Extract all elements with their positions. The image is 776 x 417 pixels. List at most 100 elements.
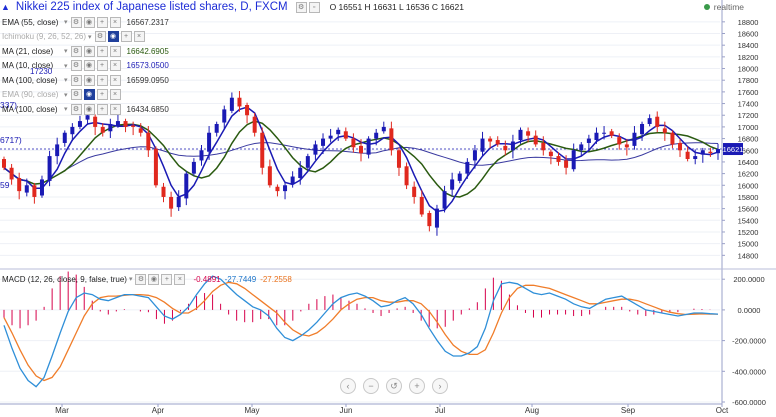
legend-row: EMA (90, close) ▾ ⚙ ◉ + × [0, 89, 123, 101]
settings-icon[interactable]: ⚙ [70, 45, 82, 57]
legend-indicator-name[interactable]: EMA (90, close) [2, 90, 59, 99]
chevron-down-icon[interactable]: ▾ [64, 48, 68, 55]
visibility-icon[interactable]: ◉ [148, 273, 160, 285]
candle-body [526, 131, 531, 136]
add-icon[interactable]: + [96, 89, 108, 100]
add-icon[interactable]: + [96, 16, 108, 28]
add-icon[interactable]: + [161, 273, 173, 285]
add-icon[interactable]: + [96, 45, 108, 57]
scroll-right-button[interactable]: › [432, 378, 448, 394]
visibility-icon[interactable]: ◉ [83, 60, 95, 71]
close-icon[interactable]: × [109, 89, 121, 100]
candle-body [153, 148, 158, 186]
candle-body [24, 185, 29, 193]
candle-body [9, 167, 14, 180]
close-icon[interactable]: × [109, 45, 121, 57]
candle-body [184, 173, 189, 199]
candle-body [138, 128, 143, 133]
price-tick-label: 17800 [738, 76, 759, 85]
settings-icon[interactable]: ⚙ [70, 89, 82, 100]
close-icon[interactable]: × [109, 16, 121, 28]
time-tick-label: Apr [152, 406, 165, 415]
candle-body [602, 132, 607, 134]
chevron-down-icon[interactable]: ▾ [64, 62, 68, 70]
price-tick-label: 18800 [738, 18, 759, 27]
chevron-down-icon[interactable]: ▾ [64, 106, 68, 113]
settings-icon[interactable]: ⚙ [70, 16, 82, 28]
candle-body [245, 105, 250, 116]
legend-indicator-value: 16599.0950 [126, 75, 169, 85]
candle-body [237, 97, 242, 107]
chevron-down-icon[interactable]: ▾ [64, 19, 68, 26]
visibility-icon[interactable]: ◉ [107, 31, 119, 42]
time-tick-label: Mar [55, 406, 69, 415]
zoom-out-button[interactable]: − [363, 378, 379, 394]
candle-body [123, 121, 128, 127]
price-tick-label: 16000 [738, 181, 759, 190]
candle-body [716, 149, 720, 154]
candle-body [305, 156, 310, 168]
settings-icon[interactable]: ⚙ [70, 103, 82, 115]
legend-indicator-name[interactable]: MA (100, close) [2, 75, 58, 85]
save-icon[interactable]: ▫ [308, 1, 320, 13]
price-tick-label: 17600 [738, 88, 759, 97]
chevron-down-icon[interactable]: ▾ [128, 276, 133, 283]
candle-body [693, 156, 698, 160]
close-icon[interactable]: × [109, 60, 121, 71]
candle-body [313, 144, 318, 155]
add-icon[interactable]: + [96, 103, 108, 115]
settings-icon[interactable]: ⚙ [135, 273, 147, 285]
zoom-in-button[interactable]: + [409, 378, 425, 394]
macd-tick-label: 0.0000 [738, 306, 761, 315]
time-tick-label: Oct [716, 406, 729, 415]
close-icon[interactable]: × [109, 103, 121, 115]
legend-indicator-name[interactable]: MA (10, close) [2, 61, 54, 70]
chart-navigation: ‹ − ↺ + › [340, 378, 455, 396]
price-tick-label: 18400 [738, 41, 759, 50]
add-icon[interactable]: + [120, 31, 132, 42]
price-tick-label: 15000 [738, 240, 759, 249]
legend-indicator-name[interactable]: MA (100, close) [2, 104, 58, 114]
visibility-icon[interactable]: ◉ [83, 103, 95, 115]
overlay-label: 17230 [30, 67, 53, 76]
visibility-icon[interactable]: ◉ [83, 74, 95, 86]
candle-body [685, 151, 690, 160]
chevron-down-icon[interactable]: ▾ [64, 77, 68, 84]
add-icon[interactable]: + [96, 74, 108, 86]
settings-icon[interactable]: ⚙ [94, 31, 106, 42]
candle-body [548, 151, 553, 157]
legend-indicator-value: 16434.6850 [126, 104, 169, 114]
visibility-icon[interactable]: ◉ [83, 45, 95, 57]
add-icon[interactable]: + [96, 60, 108, 71]
close-icon[interactable]: × [133, 31, 145, 42]
legend-indicator-name[interactable]: MA (21, close) [2, 46, 54, 56]
candle-body [381, 126, 386, 132]
close-icon[interactable]: × [109, 74, 121, 86]
candle-body [662, 128, 667, 133]
visibility-icon[interactable]: ◉ [83, 16, 95, 28]
candle-body [412, 186, 417, 197]
current-price-label: 16621 [723, 145, 744, 154]
collapse-icon[interactable]: ▲ [1, 2, 10, 12]
legend-indicator-value: 16573.0500 [126, 61, 169, 70]
settings-icon[interactable]: ⚙ [295, 1, 307, 13]
candle-body [93, 116, 98, 127]
legend-indicator-name[interactable]: EMA (55, close) [2, 17, 59, 27]
macd-line-value: -27.7449 [224, 274, 257, 284]
price-tick-label: 18200 [738, 53, 759, 62]
chevron-down-icon[interactable]: ▾ [64, 91, 68, 99]
visibility-icon[interactable]: ◉ [83, 89, 95, 100]
settings-icon[interactable]: ⚙ [70, 60, 82, 71]
close-icon[interactable]: × [174, 273, 186, 285]
chevron-down-icon[interactable]: ▾ [88, 33, 92, 41]
price-tick-label: 16400 [738, 158, 759, 167]
candle-body [176, 196, 181, 208]
scroll-left-button[interactable]: ‹ [340, 378, 356, 394]
reset-button[interactable]: ↺ [386, 378, 402, 394]
legend-indicator-name[interactable]: Ichimoku (9, 26, 52, 26) [2, 32, 87, 41]
settings-icon[interactable]: ⚙ [70, 74, 82, 86]
macd-name[interactable]: MACD (12, 26, close, 9, false, true) [2, 274, 127, 284]
macd-hist-value: -0.4891 [193, 274, 221, 284]
macd-tick-label: -200.0000 [732, 337, 766, 346]
